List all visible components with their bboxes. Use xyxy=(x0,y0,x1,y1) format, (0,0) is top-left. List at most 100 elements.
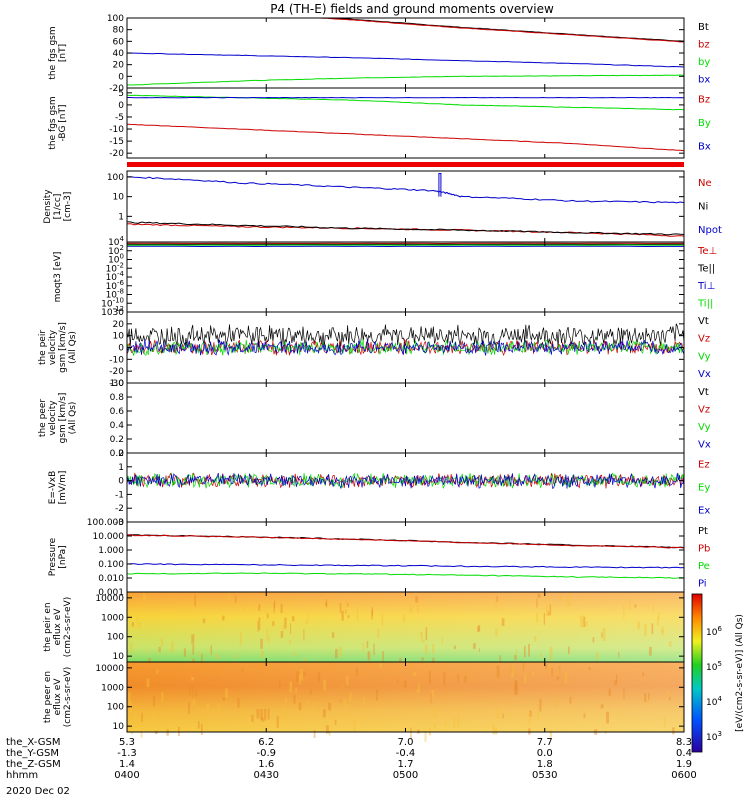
panel-8: Pt Pb Pe Pi 0.001 0.010 0.100 1.000 10.000 100.00… xyxy=(48,518,710,598)
panel-frame xyxy=(126,311,685,384)
y-tick-label: 0.100 xyxy=(98,560,124,570)
y-tick-label: 20 xyxy=(113,320,125,330)
y-tick-label: 0.001 xyxy=(98,588,124,598)
legend-bz: bz xyxy=(698,39,710,50)
x-row-value: 8.3 xyxy=(676,737,692,748)
y-axis-label: Density[1/cc][cm-3] xyxy=(43,189,73,224)
y-tick-label: -10 xyxy=(109,355,124,365)
panel-frame xyxy=(126,87,685,159)
panel-frame xyxy=(126,241,685,313)
legend-vt: Vt xyxy=(698,316,709,327)
legend-npot: Npot xyxy=(698,225,722,236)
y-tick-label: 1 xyxy=(118,212,124,222)
y-tick-label: 100 xyxy=(107,14,124,24)
series-ni xyxy=(126,221,685,236)
series-by xyxy=(126,74,685,86)
colorbar-label: [eV/(cm2-s-sr-eV)] (All Qs) xyxy=(735,614,745,732)
y-tick-label: -20 xyxy=(109,367,124,377)
series-bx xyxy=(126,52,685,68)
y-axis-label: Pressure[nPa] xyxy=(48,537,68,576)
legend-pb: Pb xyxy=(698,543,710,554)
legend-bx: bx xyxy=(698,74,710,85)
x-row-value: 1.8 xyxy=(537,759,553,770)
legend-ti: Ti|| xyxy=(697,298,713,309)
panel-frame xyxy=(126,452,685,523)
y-tick-label: 10000 xyxy=(95,594,124,604)
y-axis-label: moqt3 [eV] xyxy=(53,252,63,303)
npot-spike xyxy=(438,172,442,197)
date-label: 2020 Dec 02 xyxy=(6,786,70,797)
y-tick-label: 0 xyxy=(118,101,124,111)
x-row-label: the_Z-GSM xyxy=(6,759,61,770)
legend-vy: Vy xyxy=(698,351,711,362)
y-tick-label: -15 xyxy=(109,137,124,147)
legend-ne: Ne xyxy=(698,178,712,189)
y-tick-label: -5 xyxy=(115,113,124,123)
x-row-value: 0430 xyxy=(254,770,279,781)
y-tick-label: 100 xyxy=(107,173,124,183)
x-row-value: -0.9 xyxy=(256,748,276,759)
y-tick-label: 0.6 xyxy=(110,407,125,417)
series-vx xyxy=(126,339,685,356)
y-tick-label: 10 xyxy=(113,193,125,203)
x-row-value: 0530 xyxy=(532,770,557,781)
colorbar-tick: 103 xyxy=(706,730,722,743)
legend-ey: Ey xyxy=(698,483,710,494)
panel-2: Bz By Bx -20 -15 -10 -5 0 5 the fgs gsm-BG [nT] xyxy=(48,87,711,159)
legend-vz: Vz xyxy=(698,404,710,415)
x-row-value: 1.9 xyxy=(676,759,692,770)
y-tick-label: 20 xyxy=(113,61,125,71)
y-tick-label: 0.010 xyxy=(98,574,124,584)
y-tick-label: 1.0 xyxy=(110,379,125,389)
x-row-value: 0.0 xyxy=(537,748,553,759)
y-tick-label: 80 xyxy=(113,26,125,36)
x-row-value: -0.4 xyxy=(396,748,416,759)
y-tick-label: 10 xyxy=(113,722,125,732)
y-tick-label: -1 xyxy=(115,490,124,500)
y-tick-label: 0.8 xyxy=(110,393,125,403)
panel-10: 10 100 1000 10000 the peer eneflux eV(cm2-s-… xyxy=(43,661,685,742)
series-ey xyxy=(126,472,685,490)
panel-5: Vt Vz Vy Vx -30 -20 -100 10 20 30 the peirvelocity… xyxy=(38,308,711,389)
x-row-value: 0.4 xyxy=(676,748,692,759)
legend-ti: Ti⊥ xyxy=(697,281,715,292)
x-row-value: 0600 xyxy=(671,770,696,781)
x-row-value: 1.6 xyxy=(258,759,274,770)
x-row-value: 0400 xyxy=(114,770,139,781)
legend-vy: Vy xyxy=(698,422,711,433)
figure-title: P4 (TH-E) fields and ground moments over… xyxy=(270,2,554,16)
panel-9: 10 100 1000 10000 the peir eneflux eV(cm2-s-… xyxy=(43,591,685,672)
y-axis-label: the peervelocitygsm [km/s](All Qs) xyxy=(38,393,78,444)
y-tick-label: 0 xyxy=(118,477,124,487)
y-tick-label: 100.000 xyxy=(87,518,124,528)
legend-ex: Ex xyxy=(698,506,710,517)
legend-ez: Ez xyxy=(698,460,710,471)
series-ne xyxy=(126,223,685,237)
x-row-value: 7.7 xyxy=(537,737,553,748)
y-tick-label: -2 xyxy=(115,504,124,514)
y-tick-label: 0.4 xyxy=(110,421,125,431)
panel-frame xyxy=(126,521,685,593)
x-row-value: -1.3 xyxy=(117,748,137,759)
legend-bz: Bz xyxy=(698,95,710,106)
x-row-value: 1.7 xyxy=(398,759,414,770)
y-tick-label: 10000 xyxy=(95,664,124,674)
series-vt xyxy=(126,323,685,348)
panel-6: Vt Vz Vy Vx 0.0 0.2 0.4 0.6 0.8 1.0 the peerveloci… xyxy=(38,379,711,459)
legend-bt: Bt xyxy=(698,22,709,33)
y-tick-label: 100 xyxy=(107,703,124,713)
y-axis-label: the peer eneflux eV(cm2-s-sr-eV) xyxy=(43,667,73,727)
y-axis-label: the fgs gsm[nT] xyxy=(48,26,68,79)
y-tick-label: -3 xyxy=(115,518,124,528)
panel-3: Ne Ni Npot 1 10 100 Density[1/cc][cm-3] xyxy=(43,170,722,243)
series-pe xyxy=(126,572,685,579)
series-pi xyxy=(126,563,685,569)
colorbar-tick: 106 xyxy=(706,625,722,638)
series-npot xyxy=(126,176,685,204)
y-tick-label: 60 xyxy=(113,37,125,47)
legend-by: by xyxy=(698,57,710,68)
y-tick-label: 1.000 xyxy=(98,546,124,556)
y-tick-label: 10 xyxy=(113,652,125,662)
